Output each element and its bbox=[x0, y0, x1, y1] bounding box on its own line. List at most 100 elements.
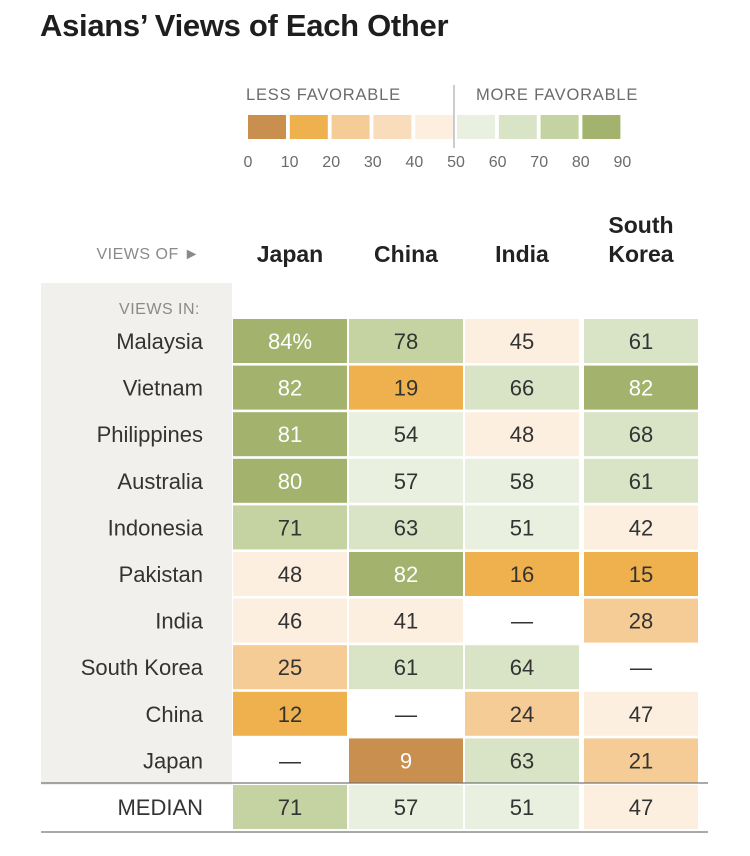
cell-value-label: 51 bbox=[510, 515, 534, 540]
cell-indonesia-japan bbox=[233, 505, 347, 550]
legend-swatch-10-20 bbox=[289, 115, 328, 139]
row-label-china: China bbox=[146, 702, 204, 727]
cell-value-label: 25 bbox=[278, 655, 302, 680]
median-value-label: 57 bbox=[394, 795, 418, 820]
legend-swatch-20-30 bbox=[331, 115, 370, 139]
cell-china-japan bbox=[233, 691, 347, 736]
legend-swatch-70-80 bbox=[540, 115, 579, 139]
cell-malaysia-india bbox=[465, 319, 579, 363]
cell-pakistan-india bbox=[465, 552, 579, 596]
median-value-label: 71 bbox=[278, 795, 302, 820]
cell-value-label: — bbox=[279, 748, 301, 773]
cell-value-label: 80 bbox=[278, 469, 302, 494]
cell-value-label: 9 bbox=[400, 748, 412, 773]
legend-swatch-30-40 bbox=[373, 115, 412, 139]
cell-value-label: 28 bbox=[629, 609, 653, 634]
row-label-australia: Australia bbox=[117, 469, 203, 494]
legend-tick-60: 60 bbox=[489, 154, 507, 171]
row-label-malaysia: Malaysia bbox=[116, 329, 204, 354]
legend-tick-10: 10 bbox=[281, 154, 299, 171]
row-label-vietnam: Vietnam bbox=[123, 376, 203, 401]
cell-value-label: 81 bbox=[278, 422, 302, 447]
cell-value-label: 42 bbox=[629, 515, 653, 540]
cell-india-south-korea bbox=[584, 598, 698, 643]
cell-value-label: 63 bbox=[510, 748, 534, 773]
cell-value-label: — bbox=[630, 655, 652, 680]
cell-japan-india bbox=[465, 738, 579, 783]
cell-value-label: 21 bbox=[629, 748, 653, 773]
cell-value-label: 82 bbox=[394, 562, 418, 587]
column-header-south-korea: South Korea bbox=[608, 212, 673, 267]
cell-value-label: 61 bbox=[629, 329, 653, 354]
cell-pakistan-japan bbox=[233, 552, 347, 596]
median-cell-south-korea bbox=[584, 785, 698, 829]
legend-tick-80: 80 bbox=[572, 154, 590, 171]
chart-title: Asians’ Views of Each Other bbox=[40, 8, 449, 43]
cell-malaysia-china bbox=[349, 319, 463, 363]
cell-south-korea-japan bbox=[233, 645, 347, 690]
legend-more-favorable: MORE FAVORABLE bbox=[476, 86, 638, 104]
legend-tick-0: 0 bbox=[244, 154, 253, 171]
cell-australia-japan bbox=[233, 458, 347, 503]
cell-pakistan-china bbox=[349, 552, 463, 596]
cell-value-label: 71 bbox=[278, 515, 302, 540]
median-cell-india bbox=[465, 785, 579, 829]
cell-value-label: 45 bbox=[510, 329, 534, 354]
row-label-pakistan: Pakistan bbox=[119, 562, 203, 587]
cell-value-label: 61 bbox=[394, 655, 418, 680]
cell-value-label: — bbox=[395, 702, 417, 727]
row-label-india: India bbox=[155, 609, 203, 634]
cell-india-japan bbox=[233, 598, 347, 643]
cell-value-label: 24 bbox=[510, 702, 534, 727]
cell-value-label: 82 bbox=[278, 376, 302, 401]
cell-value-label: 12 bbox=[278, 702, 302, 727]
cell-philippines-china bbox=[349, 412, 463, 457]
median-value-label: 47 bbox=[629, 795, 653, 820]
legend-tick-90: 90 bbox=[614, 154, 632, 171]
views-in-label: VIEWS IN: bbox=[119, 301, 200, 318]
cell-value-label: 46 bbox=[278, 609, 302, 634]
legend-tick-40: 40 bbox=[406, 154, 424, 171]
views-of-label: VIEWS OF ► bbox=[96, 246, 200, 263]
column-header-india: India bbox=[495, 241, 549, 267]
color-legend: LESS FAVORABLE MORE FAVORABLE 0 10 20 30 40 50 6… bbox=[244, 85, 638, 171]
cell-value-label: 48 bbox=[278, 562, 302, 587]
cell-vietnam-china bbox=[349, 365, 463, 410]
legend-tick-70: 70 bbox=[530, 154, 548, 171]
row-label-philippines: Philippines bbox=[97, 422, 203, 447]
cell-philippines-japan bbox=[233, 412, 347, 457]
cell-south-korea-india bbox=[465, 645, 579, 690]
row-label-panel bbox=[41, 283, 232, 785]
cell-value-label: 48 bbox=[510, 422, 534, 447]
cell-japan-japan bbox=[233, 738, 347, 783]
cell-indonesia-china bbox=[349, 505, 463, 550]
cell-australia-india bbox=[465, 458, 579, 503]
cell-malaysia-south-korea bbox=[584, 319, 698, 363]
cell-china-china bbox=[349, 691, 463, 736]
cell-indonesia-south-korea bbox=[584, 505, 698, 550]
cell-japan-china bbox=[349, 738, 463, 783]
cell-value-label: 82 bbox=[629, 376, 653, 401]
legend-tick-20: 20 bbox=[322, 154, 340, 171]
median-value-label: 51 bbox=[510, 795, 534, 820]
legend-swatch-50-60 bbox=[457, 115, 495, 139]
cell-value-label: 68 bbox=[629, 422, 653, 447]
cell-value-label: 78 bbox=[394, 329, 418, 354]
row-label-japan: Japan bbox=[143, 748, 203, 773]
cell-australia-china bbox=[349, 458, 463, 503]
cell-japan-south-korea bbox=[584, 738, 698, 783]
column-header-china: China bbox=[374, 241, 438, 267]
cell-vietnam-india bbox=[465, 365, 579, 410]
cell-value-label: 54 bbox=[394, 422, 418, 447]
cell-pakistan-south-korea bbox=[584, 552, 698, 596]
legend-swatch-60-70 bbox=[498, 115, 537, 139]
cell-value-label: 64 bbox=[510, 655, 534, 680]
cell-value-label: 16 bbox=[510, 562, 534, 587]
median-cell-china bbox=[349, 785, 463, 829]
cell-value-label: 15 bbox=[629, 562, 653, 587]
cell-south-korea-south-korea bbox=[584, 645, 698, 690]
legend-swatch-80-90 bbox=[582, 115, 621, 139]
column-header-japan: Japan bbox=[257, 241, 323, 267]
legend-swatch-0-10 bbox=[248, 115, 286, 139]
